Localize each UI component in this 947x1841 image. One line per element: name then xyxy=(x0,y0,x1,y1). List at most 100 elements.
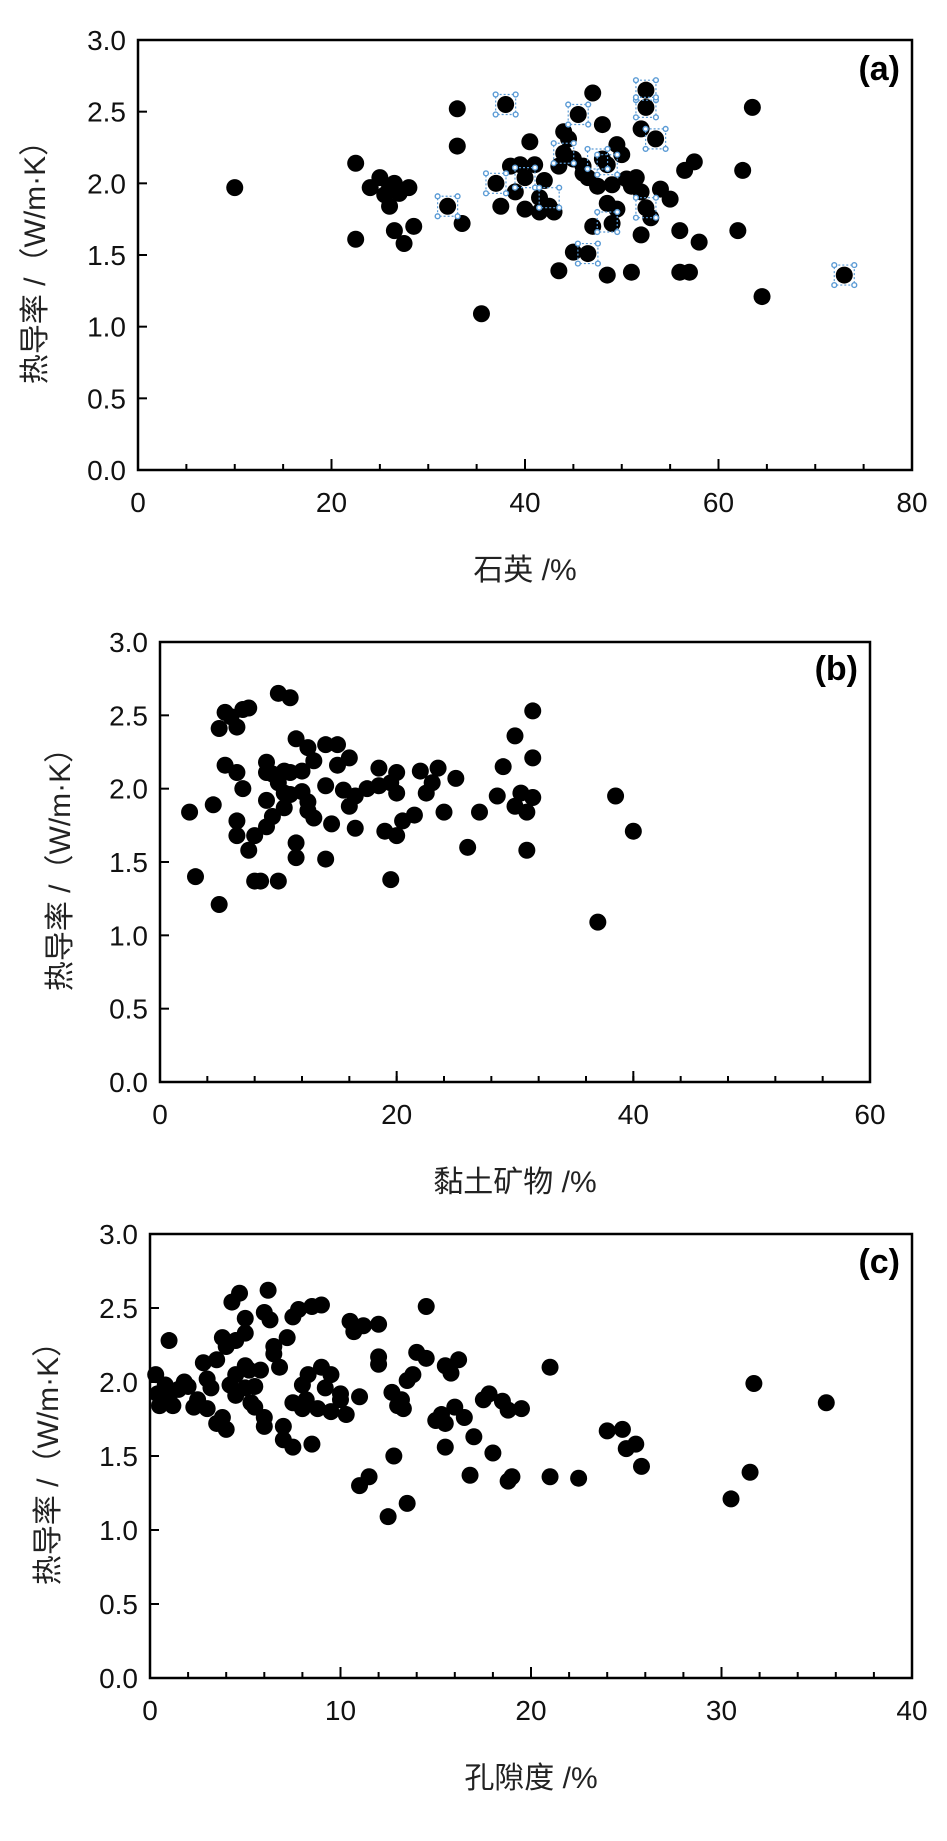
selection-handle[interactable] xyxy=(512,111,519,118)
x-tick-label: 20 xyxy=(515,1695,546,1726)
selection-handle[interactable] xyxy=(556,204,563,211)
data-point xyxy=(417,1349,435,1367)
selection-handle[interactable] xyxy=(594,228,601,236)
data-point xyxy=(287,730,305,748)
selection-handle[interactable] xyxy=(632,94,640,101)
selected-point-handles[interactable] xyxy=(632,194,660,221)
selection-handle[interactable] xyxy=(604,145,611,153)
selection-handle[interactable] xyxy=(511,164,519,171)
selection-handle[interactable] xyxy=(574,240,581,247)
data-point xyxy=(753,288,771,306)
selection-handle[interactable] xyxy=(851,281,858,289)
selection-handle[interactable] xyxy=(454,193,461,200)
selection-handle[interactable] xyxy=(556,184,563,191)
y-tick-label: 0.5 xyxy=(87,383,126,414)
data-point xyxy=(518,841,536,859)
selection-box xyxy=(577,242,599,265)
selection-handle[interactable] xyxy=(614,208,621,216)
data-point xyxy=(198,1400,216,1418)
selection-handle[interactable] xyxy=(512,91,519,98)
selection-handle[interactable] xyxy=(585,101,592,108)
data-point xyxy=(613,1420,631,1438)
selection-handle[interactable] xyxy=(434,193,441,200)
selection-handle[interactable] xyxy=(565,121,572,128)
selection-handle[interactable] xyxy=(565,101,572,108)
data-point xyxy=(465,1428,483,1446)
selection-handle[interactable] xyxy=(502,170,510,177)
selected-point-handles[interactable] xyxy=(594,151,621,178)
selection-handle[interactable] xyxy=(594,260,601,267)
selection-handle[interactable] xyxy=(511,184,519,191)
selection-handle[interactable] xyxy=(652,77,660,84)
selection-handle[interactable] xyxy=(662,125,669,132)
data-point xyxy=(622,263,640,281)
selection-handle[interactable] xyxy=(642,125,649,132)
selection-handle[interactable] xyxy=(652,214,660,221)
selected-point-handles[interactable] xyxy=(536,184,563,211)
selection-handle[interactable] xyxy=(594,151,601,158)
data-point xyxy=(261,1311,279,1329)
selection-handle[interactable] xyxy=(550,160,557,167)
selection-handle[interactable] xyxy=(652,194,660,201)
selected-point-handles[interactable] xyxy=(642,125,669,153)
selection-handle[interactable] xyxy=(492,91,499,98)
selection-handle[interactable] xyxy=(614,171,621,178)
data-point xyxy=(661,190,679,208)
x-tick-label: 20 xyxy=(381,1099,412,1130)
selection-handle[interactable] xyxy=(584,165,591,173)
selection-handle[interactable] xyxy=(482,190,490,197)
selected-point-handles[interactable] xyxy=(831,261,858,289)
data-point xyxy=(385,1447,403,1465)
selection-handle[interactable] xyxy=(570,160,577,167)
selected-point-handles[interactable] xyxy=(482,170,510,197)
data-point xyxy=(598,266,616,284)
selection-handle[interactable] xyxy=(652,94,660,101)
selection-handle[interactable] xyxy=(614,151,621,158)
selection-handle[interactable] xyxy=(550,140,557,147)
data-point xyxy=(258,791,275,809)
selected-point-handles[interactable] xyxy=(584,145,611,173)
selection-handle[interactable] xyxy=(604,165,611,173)
data-point xyxy=(287,834,305,852)
selection-handle[interactable] xyxy=(574,260,581,267)
selection-handle[interactable] xyxy=(831,261,838,269)
data-point xyxy=(337,1406,355,1424)
selection-handle[interactable] xyxy=(652,114,660,121)
selected-point-handles[interactable] xyxy=(565,101,592,128)
selected-point-handles[interactable] xyxy=(632,94,660,121)
selection-handle[interactable] xyxy=(594,208,601,216)
selection-handle[interactable] xyxy=(492,111,499,118)
selection-handle[interactable] xyxy=(632,77,640,84)
selection-handle[interactable] xyxy=(851,261,858,269)
selected-point-handles[interactable] xyxy=(594,208,621,236)
selection-handle[interactable] xyxy=(434,213,441,220)
selection-handle[interactable] xyxy=(662,145,669,153)
selected-point-handles[interactable] xyxy=(550,140,577,167)
selection-handle[interactable] xyxy=(570,140,577,147)
selected-point-handles[interactable] xyxy=(492,91,519,118)
selection-handle[interactable] xyxy=(632,114,640,121)
selected-point-handles[interactable] xyxy=(574,240,601,267)
selection-handle[interactable] xyxy=(454,213,461,220)
selection-handle[interactable] xyxy=(536,204,543,211)
selection-handle[interactable] xyxy=(531,164,539,171)
y-tick-label: 1.0 xyxy=(109,920,148,951)
selected-point-handles[interactable] xyxy=(434,193,461,220)
selection-handle[interactable] xyxy=(482,170,490,177)
selection-handle[interactable] xyxy=(536,184,543,191)
data-point xyxy=(228,718,246,736)
selection-handle[interactable] xyxy=(831,281,838,289)
y-tick-label: 2.0 xyxy=(109,774,148,805)
selection-handle[interactable] xyxy=(642,145,649,153)
selection-handle[interactable] xyxy=(594,240,601,247)
selection-handle[interactable] xyxy=(585,121,592,128)
selection-handle[interactable] xyxy=(594,171,601,178)
x-tick-label: 60 xyxy=(703,487,734,518)
selection-handle[interactable] xyxy=(614,228,621,236)
selection-handle[interactable] xyxy=(502,190,510,197)
data-point xyxy=(741,1463,759,1481)
selection-handle[interactable] xyxy=(632,214,640,221)
selected-point-handles[interactable] xyxy=(511,164,539,191)
selection-handle[interactable] xyxy=(632,194,640,201)
selection-handle[interactable] xyxy=(584,145,591,153)
